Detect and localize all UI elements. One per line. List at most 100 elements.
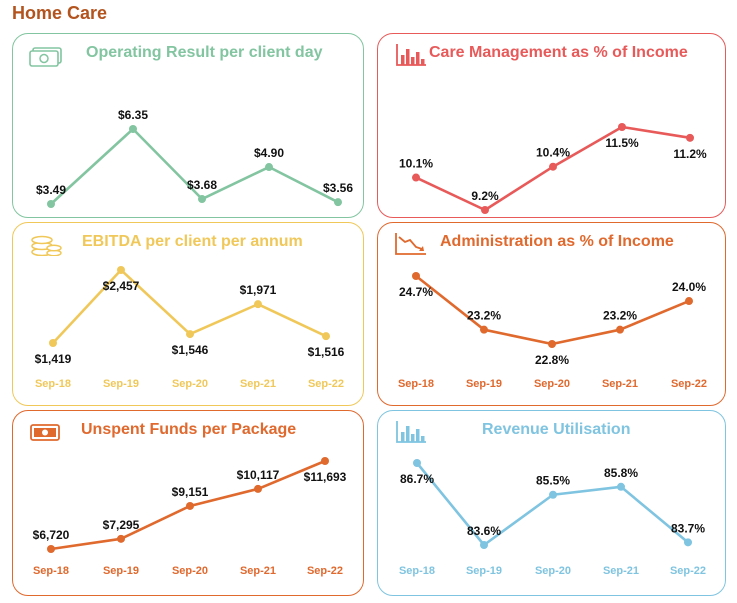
data-label: 85.5%: [536, 474, 570, 488]
data-point: [413, 459, 421, 467]
data-point: [685, 297, 693, 306]
coins-icon: [31, 235, 62, 256]
x-tick-label: Sep-21: [240, 565, 276, 577]
bar-chart-icon: [396, 44, 426, 66]
x-tick-label: Sep-21: [602, 378, 638, 390]
data-point: [334, 198, 342, 207]
data-point: [117, 534, 125, 543]
x-tick-label: Sep-22: [671, 378, 707, 390]
data-point: [129, 125, 137, 133]
data-label: 85.8%: [604, 466, 638, 480]
chart-title: Care Management as % of Income: [429, 44, 688, 61]
x-tick-label: Sep-22: [307, 565, 343, 577]
data-label: 11.2%: [673, 147, 707, 161]
x-tick-label: Sep-18: [33, 565, 69, 577]
x-tick-label: Sep-20: [534, 378, 570, 390]
chart-title: Unspent Funds per Package: [81, 421, 297, 438]
chart-title: EBITDA per client per annum: [82, 233, 303, 250]
data-point: [322, 332, 330, 341]
x-tick-label: Sep-22: [308, 378, 344, 390]
data-point: [412, 173, 420, 182]
line-chart: $1,419 Sep-18 $2,457 Sep-19 $1,546 Sep-20 $1,9…: [35, 266, 345, 390]
x-tick-label: Sep-18: [35, 378, 71, 390]
chart-title: Revenue Utilisation: [482, 421, 631, 438]
x-tick-label: Sep-19: [466, 378, 502, 390]
data-point: [186, 330, 194, 339]
card-header: Administration as % of Income: [378, 223, 725, 263]
data-label: 22.8%: [535, 353, 569, 367]
data-point: [549, 162, 557, 171]
data-label: $1,419: [35, 352, 72, 366]
data-point: [616, 325, 624, 334]
x-tick-label: Sep-19: [103, 378, 139, 390]
data-label: $3.49: [36, 183, 66, 197]
x-tick-label: Sep-19: [103, 565, 139, 577]
data-label: $2,457: [103, 279, 140, 293]
x-tick-label: Sep-18: [398, 378, 434, 390]
data-label: $6,720: [33, 528, 70, 542]
data-point: [686, 133, 694, 142]
card-ebitda: EBITDA per client per annum $1,419 Sep-18 $…: [12, 222, 364, 406]
line-chart: $3.49Sep-18$6.35Sep-19$3.68Sep-20$4.90Se…: [36, 108, 353, 208]
card-header: Operating Result per client day: [13, 34, 363, 74]
data-label: $3.56: [323, 181, 353, 195]
data-label: 23.2%: [603, 309, 637, 323]
data-label: 83.7%: [671, 521, 705, 535]
data-point: [684, 538, 692, 547]
card-header: Unspent Funds per Package: [13, 411, 363, 451]
page-title: Home Care: [12, 3, 108, 23]
data-point: [47, 545, 55, 553]
series-line: [415, 274, 690, 346]
data-label: $9,151: [172, 485, 209, 499]
series-line: [50, 127, 339, 205]
data-point: [548, 340, 556, 348]
card-header: Care Management as % of Income: [378, 34, 725, 74]
data-point: [186, 501, 194, 510]
data-point: [321, 457, 329, 465]
data-label: 9.2%: [471, 189, 499, 203]
data-point: [254, 484, 262, 493]
data-label: $11,693: [304, 470, 347, 484]
card-care-management: Care Management as % of Income 10.1%Sep-1…: [377, 33, 726, 218]
data-label: $6.35: [118, 108, 148, 122]
line-chart: 86.7% Sep-18 83.6% Sep-19 85.5% Sep-20 85.8% Se…: [399, 459, 706, 577]
data-point: [480, 325, 488, 334]
data-point: [254, 300, 262, 309]
data-point: [265, 163, 273, 172]
card-revenue-utilisation: Revenue Utilisation 86.7% Sep-18 83.6% Sep-1…: [377, 410, 726, 596]
data-point: [480, 541, 488, 549]
money-icon: [30, 424, 60, 441]
data-label: 86.7%: [400, 472, 434, 486]
x-tick-label: Sep-22: [670, 565, 706, 577]
data-label: $4.90: [254, 146, 284, 160]
data-label: $7,295: [103, 518, 140, 532]
data-label: 83.6%: [467, 524, 501, 538]
data-point: [617, 482, 625, 491]
x-tick-label: Sep-20: [172, 565, 208, 577]
data-point: [198, 195, 206, 204]
x-tick-label: Sep-20: [535, 565, 571, 577]
data-label: $10,117: [237, 468, 280, 482]
data-point: [618, 123, 626, 131]
data-label: 11.5%: [605, 136, 639, 150]
data-label: 10.4%: [536, 146, 570, 160]
data-label: $1,516: [308, 345, 345, 359]
line-chart: $6,720 Sep-18 $7,295 Sep-19 $9,151 Sep-20 $10,…: [33, 457, 347, 577]
card-operating-result: Operating Result per client day $3.49Sep-…: [12, 33, 364, 218]
data-label: 24.7%: [399, 285, 433, 299]
data-label: $1,971: [240, 283, 277, 297]
chart-title: Administration as % of Income: [440, 233, 674, 250]
x-tick-label: Sep-21: [603, 565, 639, 577]
line-chart: 24.7% Sep-18 23.2% Sep-19 22.8% Sep-20 23.2% Se…: [398, 272, 707, 390]
bar-chart-icon: [396, 421, 426, 443]
x-tick-label: Sep-20: [172, 378, 208, 390]
cash-icon: [29, 47, 62, 67]
x-tick-label: Sep-19: [466, 565, 502, 577]
line-chart: 10.1%Sep-189.2%Sep-1910.4%Sep-2011.5%Sep…: [399, 123, 707, 214]
card-administration: Administration as % of Income 24.7% Sep-18…: [377, 222, 726, 406]
data-label: 24.0%: [672, 280, 706, 294]
data-point: [49, 339, 57, 347]
data-point: [481, 206, 489, 214]
data-label: $3.68: [187, 178, 217, 192]
chart-title: Operating Result per client day: [86, 44, 323, 61]
